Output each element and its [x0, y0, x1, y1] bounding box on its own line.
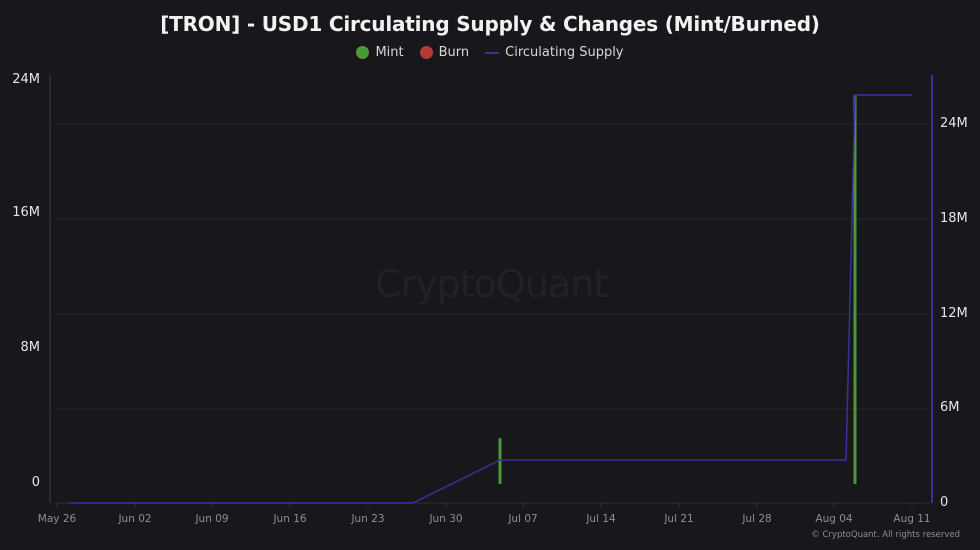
x-tick-label: Jun 09 [195, 513, 229, 525]
legend: Mint Burn Circulating Supply [0, 45, 980, 60]
mint-bar-aug05[interactable] [853, 95, 857, 484]
x-tick-label: Jun 02 [118, 513, 152, 525]
x-tick-label: Aug 11 [893, 513, 931, 525]
x-tick-label: May 26 [37, 513, 77, 525]
right-y-label: 18M [940, 211, 968, 226]
x-tick-label: Jun 23 [351, 513, 385, 525]
copyright-notice: © CryptoQuant. All rights reserved [811, 530, 960, 540]
x-tick-label: Jul 21 [664, 513, 694, 525]
right-y-label: 12M [940, 306, 968, 321]
burn-dot-icon [419, 46, 433, 59]
supply-line-icon [485, 51, 500, 54]
right-y-label: 0 [940, 495, 949, 510]
circulating-supply-line[interactable] [68, 94, 912, 504]
watermark: CryptoQuant [375, 262, 608, 306]
left-y-label: 16M [12, 205, 40, 220]
legend-item-mint[interactable]: Mint [356, 45, 404, 60]
left-y-label: 0 [31, 475, 40, 490]
mint-bar-jul05[interactable] [498, 438, 502, 484]
legend-label-mint: Mint [375, 45, 404, 60]
x-tick-label: Aug 04 [815, 513, 853, 525]
legend-label-burn: Burn [438, 45, 470, 60]
right-y-label: 6M [940, 400, 960, 415]
legend-item-burn[interactable]: Burn [419, 45, 470, 60]
x-tick-label: Jul 28 [742, 513, 772, 525]
chart-title: [TRON] - USD1 Circulating Supply & Chang… [160, 12, 820, 36]
x-tick-label: Jul 14 [586, 513, 616, 525]
x-tick-label: Jun 30 [429, 513, 463, 525]
mint-dot-icon [356, 46, 370, 59]
gridlines [55, 123, 930, 410]
x-tick-label: Jun 16 [273, 513, 307, 525]
left-y-label: 24M [12, 72, 40, 87]
x-axis-ticks [56, 503, 913, 508]
x-tick-label: Jul 07 [508, 513, 538, 525]
right-y-label: 24M [940, 116, 968, 131]
legend-item-supply[interactable]: Circulating Supply [485, 45, 624, 60]
legend-label-supply: Circulating Supply [505, 45, 624, 60]
left-y-label: 8M [20, 340, 41, 355]
